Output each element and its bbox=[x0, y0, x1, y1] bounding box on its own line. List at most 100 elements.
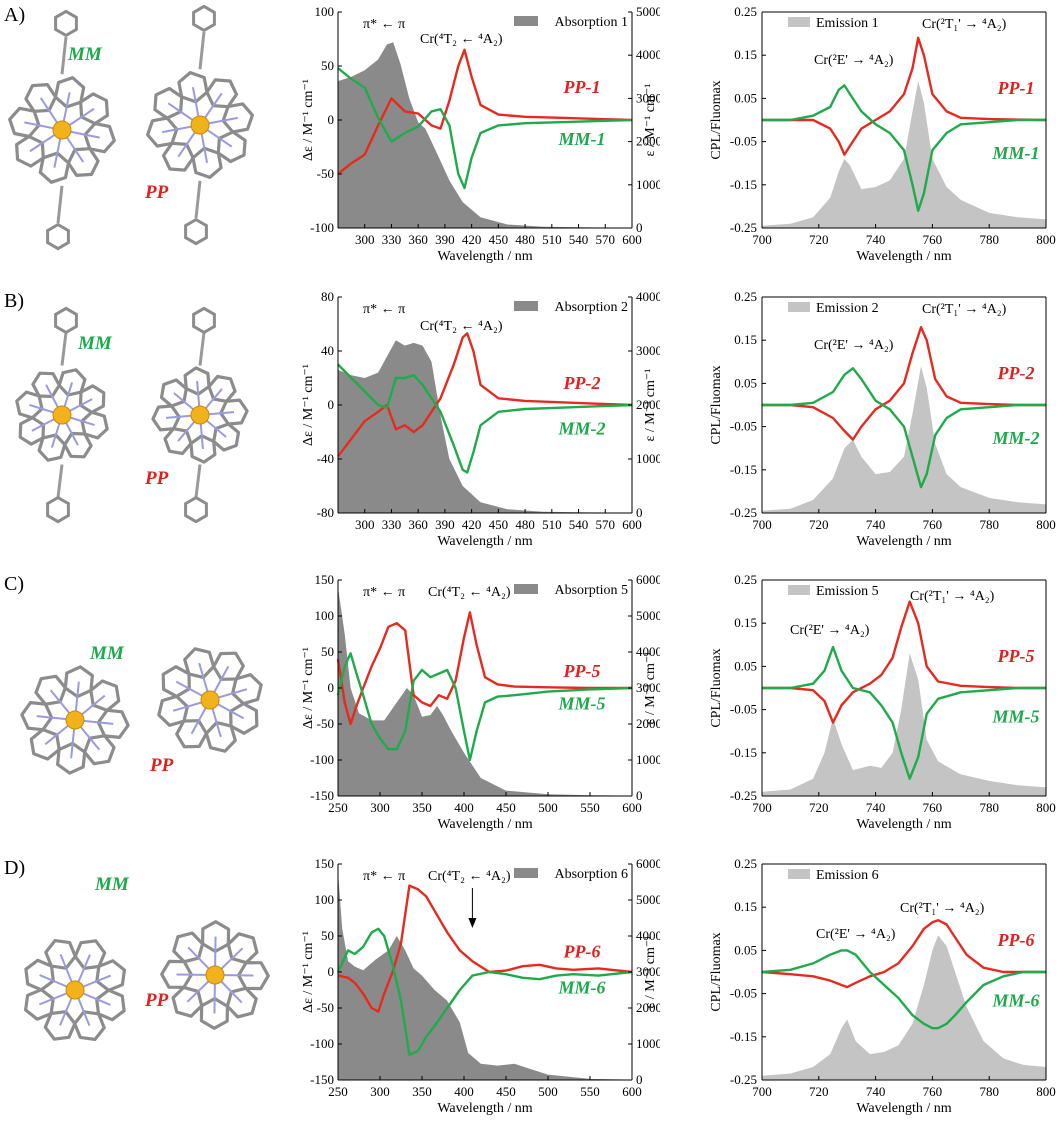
x-axis-label: Wavelength / nm bbox=[856, 1101, 951, 1116]
absorption-cd-chart-a: 300 330 360 390 420 450 480 510 540 570 600 -100 -50… bbox=[301, 4, 660, 264]
x-tick-label: 330 bbox=[382, 232, 402, 247]
y-tick-label-right: 30000 bbox=[636, 90, 660, 105]
x-tick-label: 780 bbox=[979, 1084, 999, 1099]
x-tick-label: 510 bbox=[542, 517, 562, 532]
pp-label-c: PP bbox=[150, 755, 174, 776]
y-tick-label-right: 50000 bbox=[636, 4, 660, 19]
y-axis-label: CPL/Fluomax bbox=[709, 932, 724, 1011]
substituent-bond bbox=[60, 332, 68, 366]
y-tick-label: -0.05 bbox=[730, 702, 757, 717]
x-tick-label: 760 bbox=[923, 517, 943, 532]
legend-label: Emission 1 bbox=[816, 16, 879, 31]
legend-label: Absorption 5 bbox=[555, 583, 629, 598]
annotation-2t1-transition: Cr(²T₁' → ⁴A₂) bbox=[910, 589, 995, 604]
y-tick-label-left: -100 bbox=[310, 220, 334, 235]
emission-cpl-chart-d: 700 720 740 760 780 800 -0.25 -0.15 -0.05 0.05 0.1… bbox=[709, 856, 1056, 1116]
series-line-pp-2 bbox=[762, 326, 1046, 441]
phenyl-ring bbox=[192, 4, 216, 33]
x-tick-label: 740 bbox=[866, 232, 886, 247]
x-tick-label: 400 bbox=[454, 1084, 474, 1099]
x-tick-label: 720 bbox=[809, 517, 829, 532]
x-tick-label: 330 bbox=[382, 517, 402, 532]
x-tick-label: 350 bbox=[412, 1084, 432, 1099]
x-tick-label: 800 bbox=[1036, 1084, 1056, 1099]
y-tick-label-right: 10000 bbox=[636, 1036, 660, 1051]
legend-label: Absorption 1 bbox=[555, 15, 629, 30]
molecule bbox=[20, 665, 130, 775]
series-label-mm: MM-5 bbox=[991, 707, 1039, 727]
x-tick-label: 700 bbox=[752, 517, 772, 532]
y-tick-label-left: -100 bbox=[310, 752, 334, 767]
y-tick-label-left: 50 bbox=[321, 58, 334, 73]
annotation-2e-transition: Cr(²E' → ⁴A₂) bbox=[790, 623, 870, 638]
x-tick-label: 780 bbox=[979, 800, 999, 815]
y-tick-label: -0.15 bbox=[730, 1029, 757, 1044]
y-tick-label-right: 20000 bbox=[636, 1000, 660, 1015]
y-tick-label-left: -150 bbox=[310, 1072, 334, 1087]
series-label-mm: MM-5 bbox=[557, 694, 605, 714]
x-tick-label: 510 bbox=[542, 232, 562, 247]
phenyl-ring bbox=[54, 306, 78, 335]
y-tick-label-left: -50 bbox=[317, 716, 334, 731]
legend-label: Absorption 2 bbox=[555, 300, 629, 315]
absorption-area bbox=[338, 340, 632, 513]
aromatic-ring bbox=[157, 694, 189, 727]
pp-label-d: PP bbox=[145, 990, 169, 1011]
legend-label: Absorption 6 bbox=[555, 867, 629, 882]
substituent-bond bbox=[56, 185, 64, 224]
series-line-pp-1 bbox=[337, 48, 633, 175]
y-tick-label-left: 0 bbox=[328, 397, 335, 412]
molecule bbox=[151, 306, 249, 524]
legend: Emission 2 bbox=[788, 301, 879, 316]
y-axis-label-left: Δε / M⁻¹ cm⁻¹ bbox=[301, 647, 316, 729]
series-label-mm: MM-1 bbox=[991, 143, 1039, 163]
y-tick-label-left: 100 bbox=[315, 892, 335, 907]
legend-swatch bbox=[788, 585, 810, 595]
molecule bbox=[15, 306, 109, 524]
x-tick-label: 360 bbox=[408, 517, 428, 532]
y-tick-label-right: 20000 bbox=[636, 716, 660, 731]
legend: Absorption 5 bbox=[514, 583, 628, 598]
series-line-pp-5 bbox=[762, 600, 1046, 724]
absorption-cd-chart-d: 250 300 350 400 450 500 550 600 -150 -100 -50 0 50 10… bbox=[301, 856, 660, 1116]
annotation-cr-transition: Cr(⁴T₂ ← ⁴A₂) bbox=[420, 32, 503, 47]
x-tick-label: 600 bbox=[622, 517, 642, 532]
emission-area bbox=[762, 81, 1046, 228]
y-tick-label-left: 0 bbox=[328, 964, 335, 979]
x-tick-label: 450 bbox=[496, 800, 516, 815]
chromium-atom bbox=[205, 965, 225, 985]
absorption-cd-chart-c: 250 300 350 400 450 500 550 600 -150 -100 -50 0 50 10… bbox=[301, 572, 660, 832]
legend-label: Emission 5 bbox=[816, 584, 879, 599]
x-tick-label: 300 bbox=[355, 232, 375, 247]
y-axis-label-right: ε / M⁻¹ cm⁻¹ bbox=[643, 84, 658, 157]
chromium-atom bbox=[52, 405, 72, 425]
legend-swatch bbox=[788, 17, 810, 27]
y-tick-label-left: 40 bbox=[321, 343, 334, 358]
mm-label-a: MM bbox=[68, 44, 102, 65]
y-tick-label-left: 80 bbox=[321, 289, 334, 304]
x-tick-label: 350 bbox=[412, 800, 432, 815]
y-tick-label-right: 20000 bbox=[636, 134, 660, 149]
panel-label-d: D) bbox=[4, 857, 26, 879]
panel-label-c: C) bbox=[4, 573, 24, 595]
series-line-mm-6 bbox=[761, 949, 1046, 1030]
molecule bbox=[146, 4, 254, 246]
y-tick-label: -0.25 bbox=[730, 1072, 757, 1087]
x-tick-label: 420 bbox=[462, 517, 482, 532]
aromatic-ring bbox=[229, 702, 259, 735]
aromatic-ring bbox=[161, 665, 191, 698]
series-label-mm: MM-2 bbox=[991, 428, 1039, 448]
y-tick-label: -0.25 bbox=[730, 220, 757, 235]
series-label-pp: PP-5 bbox=[997, 646, 1035, 666]
x-tick-label: 250 bbox=[328, 800, 348, 815]
aromatic-ring bbox=[63, 665, 94, 699]
mm-label-c: MM bbox=[90, 643, 124, 664]
y-axis-label-right: ε / M⁻¹ cm⁻¹ bbox=[643, 936, 658, 1009]
y-tick-label-right: 0 bbox=[636, 788, 643, 803]
y-tick-label-left: 50 bbox=[321, 644, 334, 659]
x-tick-label: 720 bbox=[809, 800, 829, 815]
x-axis-label: Wavelength / nm bbox=[856, 249, 951, 264]
x-tick-label: 540 bbox=[569, 517, 589, 532]
y-tick-label-right: 0 bbox=[636, 505, 643, 520]
y-tick-label-right: 40000 bbox=[636, 289, 660, 304]
